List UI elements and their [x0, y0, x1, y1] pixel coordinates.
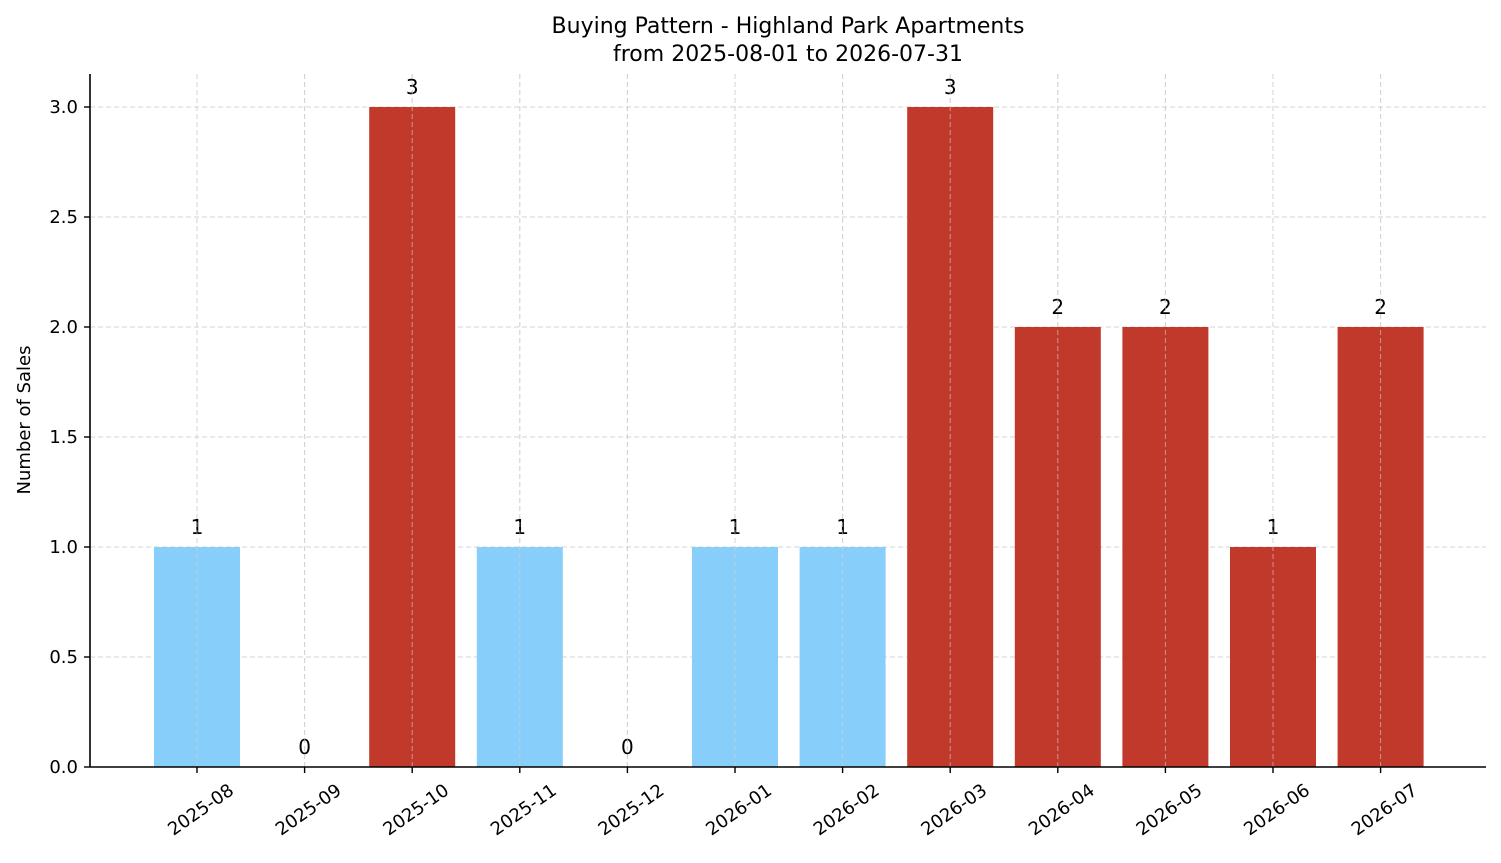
x-tick-label: 2026-07: [1348, 780, 1422, 840]
x-tick-label: 2025-10: [379, 780, 453, 840]
chart-subtitle: from 2025-08-01 to 2026-07-31: [613, 42, 963, 67]
y-tick-label: 0.0: [49, 757, 78, 778]
x-tick-label: 2026-05: [1133, 780, 1207, 840]
y-tick-label: 0.5: [49, 647, 78, 668]
chart-title: Buying Pattern - Highland Park Apartment…: [552, 14, 1025, 39]
x-tick-label: 2026-02: [810, 780, 884, 840]
x-tick-label: 2026-03: [917, 780, 991, 840]
y-tick-label: 2.5: [49, 207, 78, 228]
x-tick-label: 2026-06: [1240, 780, 1314, 840]
x-tick-label: 2025-11: [487, 780, 561, 840]
y-tick-label: 3.0: [49, 97, 78, 118]
x-tick-label: 2025-12: [595, 780, 669, 840]
y-axis-label: Number of Sales: [14, 345, 35, 494]
x-tick-label: 2025-09: [272, 780, 346, 840]
x-tick-label: 2026-04: [1025, 780, 1099, 840]
y-tick-label: 2.0: [49, 317, 78, 338]
x-tick-label: 2025-08: [164, 780, 238, 840]
x-tick-label: 2026-01: [702, 780, 776, 840]
y-tick-label: 1.5: [49, 427, 78, 448]
y-tick-label: 1.0: [49, 537, 78, 558]
